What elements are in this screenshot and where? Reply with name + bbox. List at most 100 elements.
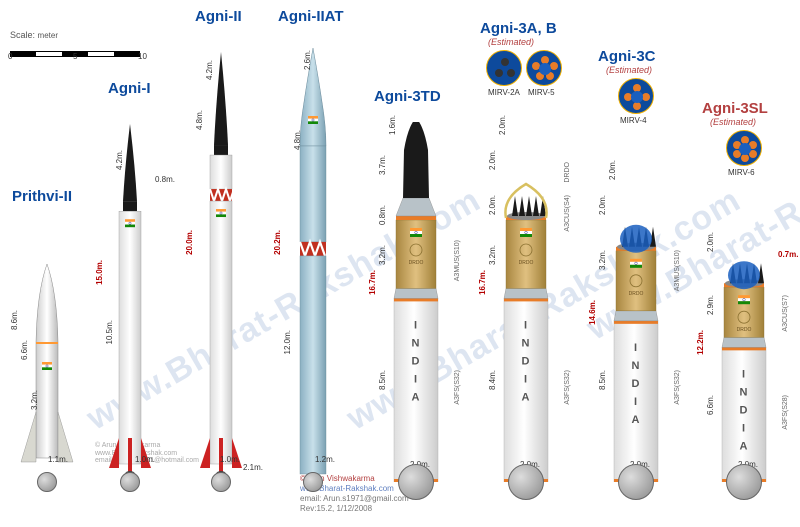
stage-label: DRDO <box>564 162 571 183</box>
svg-text:A: A <box>740 440 749 452</box>
missile-agni2at <box>285 46 341 482</box>
scale-tick: 0 <box>8 52 12 61</box>
dimension-label: 10.5m. <box>105 320 114 344</box>
svg-text:A: A <box>522 391 531 403</box>
dimension-label: 8.5m. <box>378 370 387 390</box>
dimension-label: 1.1m. <box>48 455 68 464</box>
base-circle <box>37 472 57 492</box>
dimension-label: 2.0m. <box>488 195 497 215</box>
base-circle <box>303 472 323 492</box>
svg-text:I: I <box>634 396 638 408</box>
stage-label: A3FS(S32) <box>674 370 681 405</box>
svg-text:D: D <box>740 404 749 416</box>
dimension-label: 2.0m. <box>608 160 617 180</box>
dimension-label: 2.0m. <box>498 115 507 135</box>
base-circle <box>726 464 762 500</box>
stage-label: A3FS(S32) <box>454 370 461 405</box>
missile-title: Agni-3TD <box>374 88 441 105</box>
dimension-label: 20.2m. <box>273 230 282 255</box>
dimension-label: 3.7m. <box>378 155 387 175</box>
svg-text:I: I <box>742 422 746 434</box>
base-circle <box>398 464 434 500</box>
missile-svg <box>285 46 341 482</box>
scale-tick: 10 <box>138 52 147 61</box>
dimension-label: 12.2m. <box>696 330 705 355</box>
scale-label: Scale: meter <box>10 30 58 40</box>
svg-text:DRDO: DRDO <box>737 327 752 333</box>
stage-label: A3FS(S28) <box>782 395 789 430</box>
stage-label: A3MUS(S10) <box>674 250 681 291</box>
mirv-label: MIRV-6 <box>728 168 755 177</box>
base-circle <box>618 464 654 500</box>
dimension-label: 0.7m. <box>778 250 798 259</box>
dimension-label: 4.8m. <box>293 130 302 150</box>
dimension-label: 2.0m. <box>706 232 715 252</box>
svg-text:I: I <box>414 319 418 331</box>
mirv-icon <box>726 130 762 166</box>
dimension-label: 3.2m. <box>378 245 387 265</box>
dimension-label: 4.8m. <box>195 110 204 130</box>
base-circle <box>211 472 231 492</box>
dimension-label: 14.6m. <box>588 300 597 325</box>
base-circle <box>508 464 544 500</box>
svg-text:I: I <box>634 342 638 354</box>
dimension-label: 2.1m. <box>243 463 263 472</box>
stage-label: A3FS(S32) <box>564 370 571 405</box>
stage-label: A3CUS(S7) <box>782 295 789 332</box>
dimension-label: 0.8m. <box>378 205 387 225</box>
svg-text:A: A <box>632 414 641 426</box>
missile-subtitle: (Estimated) <box>488 37 534 47</box>
mirv-label: MIRV-5 <box>528 88 555 97</box>
base-circle <box>120 472 140 492</box>
missile-subtitle: (Estimated) <box>606 65 652 75</box>
mirv-label: MIRV-2A <box>488 88 520 97</box>
missile-subtitle: (Estimated) <box>710 117 756 127</box>
svg-text:N: N <box>740 386 749 398</box>
svg-text:N: N <box>412 337 421 349</box>
dimension-label: 0.8m. <box>155 175 175 184</box>
missile-svg: INDIADRDO <box>380 122 452 482</box>
svg-text:D: D <box>522 355 531 367</box>
scale-bar <box>10 44 140 50</box>
dimension-label: 8.5m. <box>598 370 607 390</box>
missile-agni1 <box>105 122 155 482</box>
missile-agni3c: INDIADRDO <box>600 166 672 482</box>
missile-title: Agni-II <box>195 8 242 25</box>
scale-tick: 5 <box>73 52 77 61</box>
dimension-label: 2.0m. <box>488 150 497 170</box>
missile-svg: INDIADRDO <box>490 122 562 482</box>
dimension-label: 16.7m. <box>478 270 487 295</box>
missile-agni3ab: INDIADRDO <box>490 122 562 482</box>
credit-line: Rev:15.2, 1/12/2008 <box>300 504 372 513</box>
dimension-label: 3.2m. <box>488 245 497 265</box>
dimension-label: 8.4m. <box>488 370 497 390</box>
dimension-label: 16.7m. <box>368 270 377 295</box>
stage-label: A3CUS(S4) <box>564 195 571 232</box>
dimension-label: 4.2m. <box>205 60 214 80</box>
dimension-label: 2.0m. <box>598 195 607 215</box>
svg-text:D: D <box>412 355 421 367</box>
dimension-label: 2.9m. <box>706 295 715 315</box>
svg-text:DRDO: DRDO <box>409 260 424 266</box>
missile-agni3td: INDIADRDO <box>380 122 452 482</box>
svg-text:N: N <box>632 360 641 372</box>
missile-title: Agni-3SL <box>702 100 768 117</box>
dimension-label: 1.0m. <box>135 455 155 464</box>
stage-label: A3MUS(S10) <box>454 240 461 281</box>
missile-prithvi2 <box>18 262 76 482</box>
missile-title: Agni-3A, B <box>480 20 557 37</box>
svg-text:I: I <box>524 373 528 385</box>
missile-title: Prithvi-II <box>12 188 72 205</box>
dimension-label: 8.6m. <box>10 310 19 330</box>
missile-svg: INDIADRDO <box>708 218 780 482</box>
dimension-label: 12.0m. <box>283 330 292 354</box>
dimension-label: 15.0m. <box>95 260 104 285</box>
svg-text:N: N <box>522 337 531 349</box>
mirv-label: MIRV-4 <box>620 116 647 125</box>
svg-text:DRDO: DRDO <box>519 260 534 266</box>
missile-title: Agni-IIAT <box>278 8 344 25</box>
missile-title: Agni-3C <box>598 48 656 65</box>
dimension-label: 3.2m. <box>30 390 39 410</box>
credit-line: email: Arun.s1971@gmail.com <box>300 494 409 503</box>
svg-text:A: A <box>412 391 421 403</box>
